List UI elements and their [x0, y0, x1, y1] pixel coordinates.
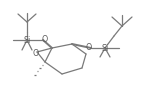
Text: O: O	[33, 49, 39, 58]
Text: Si: Si	[101, 44, 109, 53]
Text: O: O	[42, 34, 48, 44]
Text: O: O	[86, 43, 92, 52]
Text: Si: Si	[23, 35, 31, 44]
